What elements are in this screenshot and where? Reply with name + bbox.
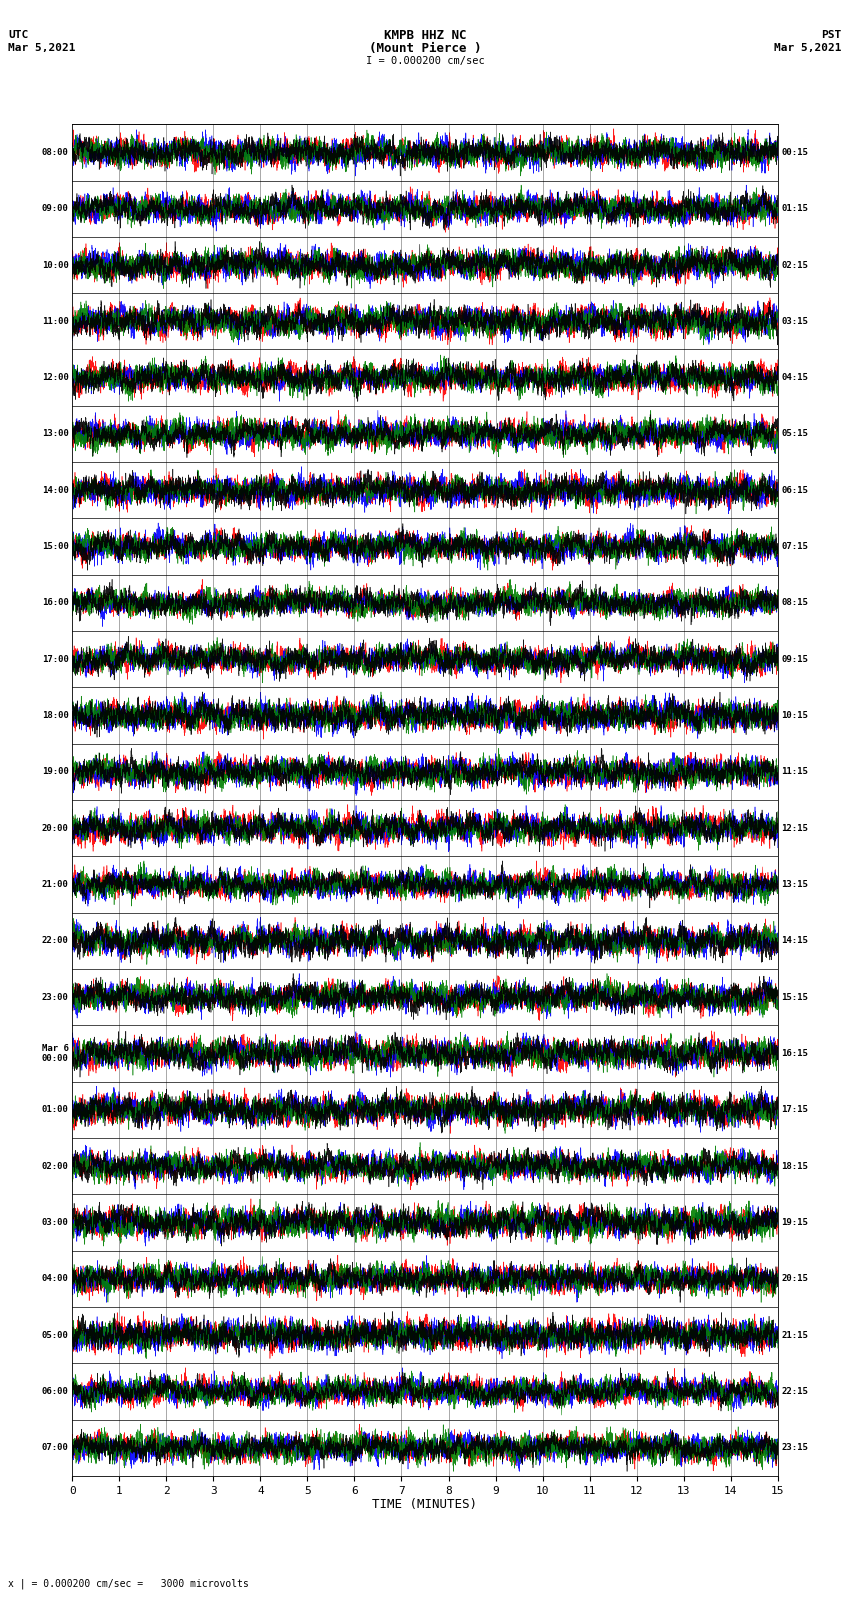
Text: PST: PST bbox=[821, 31, 842, 40]
Text: 17:00: 17:00 bbox=[42, 655, 69, 663]
Text: 04:00: 04:00 bbox=[42, 1274, 69, 1284]
Text: 14:00: 14:00 bbox=[42, 486, 69, 495]
Text: 07:00: 07:00 bbox=[42, 1444, 69, 1452]
Text: 01:00: 01:00 bbox=[42, 1105, 69, 1115]
Text: 05:15: 05:15 bbox=[781, 429, 808, 439]
Text: 06:15: 06:15 bbox=[781, 486, 808, 495]
Text: 23:15: 23:15 bbox=[781, 1444, 808, 1452]
Text: 13:00: 13:00 bbox=[42, 429, 69, 439]
Text: UTC: UTC bbox=[8, 31, 29, 40]
Text: 05:00: 05:00 bbox=[42, 1331, 69, 1339]
Text: KMPB HHZ NC: KMPB HHZ NC bbox=[383, 29, 467, 42]
Text: Mar 5,2021: Mar 5,2021 bbox=[8, 44, 76, 53]
Text: 16:00: 16:00 bbox=[42, 598, 69, 608]
Text: 15:15: 15:15 bbox=[781, 992, 808, 1002]
Text: 08:00: 08:00 bbox=[42, 148, 69, 156]
Text: 11:15: 11:15 bbox=[781, 768, 808, 776]
Text: Mar 5,2021: Mar 5,2021 bbox=[774, 44, 842, 53]
Text: 15:00: 15:00 bbox=[42, 542, 69, 552]
Text: 12:00: 12:00 bbox=[42, 373, 69, 382]
Text: 19:00: 19:00 bbox=[42, 768, 69, 776]
Text: 10:15: 10:15 bbox=[781, 711, 808, 719]
Text: 20:00: 20:00 bbox=[42, 824, 69, 832]
Text: 19:15: 19:15 bbox=[781, 1218, 808, 1227]
Text: 02:00: 02:00 bbox=[42, 1161, 69, 1171]
Text: 03:00: 03:00 bbox=[42, 1218, 69, 1227]
X-axis label: TIME (MINUTES): TIME (MINUTES) bbox=[372, 1498, 478, 1511]
Text: x | = 0.000200 cm/sec =   3000 microvolts: x | = 0.000200 cm/sec = 3000 microvolts bbox=[8, 1579, 249, 1589]
Text: 17:15: 17:15 bbox=[781, 1105, 808, 1115]
Text: 22:15: 22:15 bbox=[781, 1387, 808, 1395]
Text: (Mount Pierce ): (Mount Pierce ) bbox=[369, 42, 481, 55]
Text: 18:15: 18:15 bbox=[781, 1161, 808, 1171]
Text: 01:15: 01:15 bbox=[781, 205, 808, 213]
Text: 21:00: 21:00 bbox=[42, 881, 69, 889]
Text: 18:00: 18:00 bbox=[42, 711, 69, 719]
Text: 23:00: 23:00 bbox=[42, 992, 69, 1002]
Text: 14:15: 14:15 bbox=[781, 937, 808, 945]
Text: 22:00: 22:00 bbox=[42, 937, 69, 945]
Text: 13:15: 13:15 bbox=[781, 881, 808, 889]
Text: 02:15: 02:15 bbox=[781, 261, 808, 269]
Text: 10:00: 10:00 bbox=[42, 261, 69, 269]
Text: 08:15: 08:15 bbox=[781, 598, 808, 608]
Text: 03:15: 03:15 bbox=[781, 316, 808, 326]
Text: 00:00: 00:00 bbox=[42, 1053, 69, 1063]
Text: 09:00: 09:00 bbox=[42, 205, 69, 213]
Text: Mar 6: Mar 6 bbox=[42, 1044, 69, 1053]
Text: 06:00: 06:00 bbox=[42, 1387, 69, 1395]
Text: 11:00: 11:00 bbox=[42, 316, 69, 326]
Text: 12:15: 12:15 bbox=[781, 824, 808, 832]
Text: 00:15: 00:15 bbox=[781, 148, 808, 156]
Text: 16:15: 16:15 bbox=[781, 1048, 808, 1058]
Text: I = 0.000200 cm/sec: I = 0.000200 cm/sec bbox=[366, 56, 484, 66]
Text: 21:15: 21:15 bbox=[781, 1331, 808, 1339]
Text: 20:15: 20:15 bbox=[781, 1274, 808, 1284]
Text: 09:15: 09:15 bbox=[781, 655, 808, 663]
Text: 07:15: 07:15 bbox=[781, 542, 808, 552]
Text: 04:15: 04:15 bbox=[781, 373, 808, 382]
